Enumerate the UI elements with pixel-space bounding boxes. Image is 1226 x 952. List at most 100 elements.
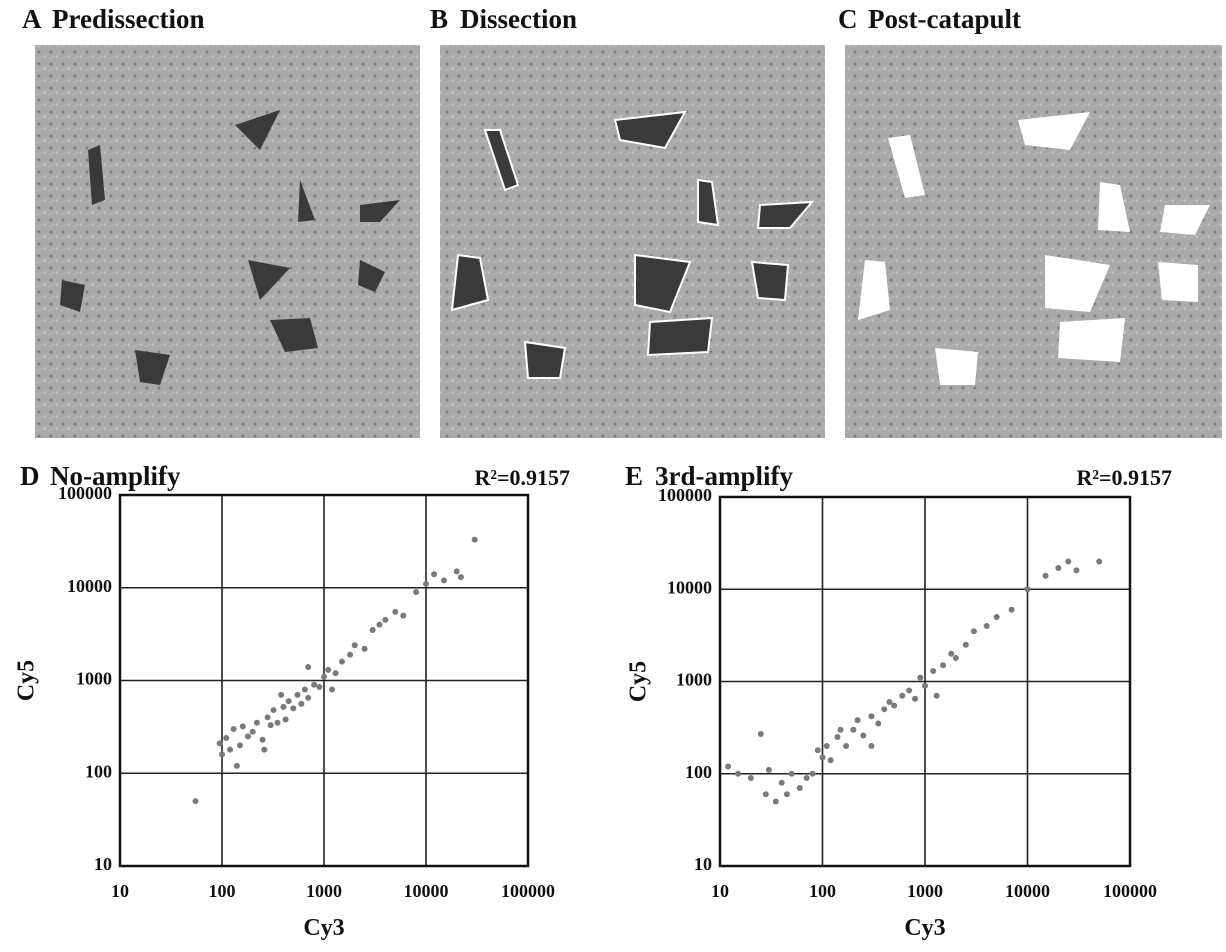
point <box>875 720 882 727</box>
point <box>933 692 940 699</box>
point <box>245 733 252 740</box>
point <box>301 686 308 693</box>
chart-title: 3rd-amplify <box>655 461 793 491</box>
point <box>983 622 990 629</box>
point <box>788 770 795 777</box>
point <box>772 798 779 805</box>
point <box>922 682 928 689</box>
point <box>735 770 742 777</box>
point <box>930 667 937 674</box>
point <box>843 742 850 749</box>
point <box>298 700 305 707</box>
point <box>886 698 893 705</box>
point <box>423 580 429 587</box>
point <box>290 705 297 712</box>
point <box>962 641 969 648</box>
point <box>274 719 281 726</box>
point <box>814 747 821 754</box>
point <box>440 577 447 584</box>
panel-title: Post-catapult <box>868 4 1021 34</box>
x-tick-label: 100000 <box>501 881 555 901</box>
point <box>1008 606 1015 613</box>
point <box>823 742 830 749</box>
point <box>940 662 947 669</box>
point <box>216 740 223 747</box>
point <box>1065 558 1072 565</box>
micrograph-b <box>440 45 825 438</box>
point <box>1042 572 1049 579</box>
point <box>400 612 407 619</box>
panel-label: D <box>20 461 40 491</box>
point <box>899 692 906 699</box>
point <box>267 722 274 729</box>
x-tick-label: 10 <box>111 881 129 901</box>
point <box>282 716 289 723</box>
y-tick-label: 100000 <box>58 483 112 503</box>
point <box>881 706 888 713</box>
x-tick-label: 100000 <box>1103 881 1157 901</box>
point <box>868 713 875 720</box>
point <box>230 725 237 732</box>
point <box>219 751 225 758</box>
point <box>280 703 287 710</box>
point <box>948 650 955 657</box>
point <box>1096 558 1103 565</box>
point <box>952 654 959 661</box>
panel-title: Dissection <box>460 4 577 34</box>
point <box>834 734 841 741</box>
point <box>778 779 785 786</box>
point <box>270 707 277 714</box>
panel-label: B <box>430 4 448 34</box>
point <box>305 663 312 670</box>
annotation: R²=0.9157 <box>474 465 570 490</box>
y-tick-label: 1000 <box>76 669 112 689</box>
y-tick-label: 100000 <box>658 485 712 505</box>
point <box>837 726 844 733</box>
point <box>765 766 772 773</box>
x-tick-label: 10000 <box>1005 881 1050 901</box>
point <box>249 728 256 735</box>
plot-frame <box>118 493 530 868</box>
point <box>912 695 919 702</box>
x-axis-label: Cy3 <box>303 915 344 941</box>
point <box>382 616 389 623</box>
point <box>783 791 790 798</box>
plot-frame <box>718 495 1132 868</box>
panel-label: C <box>838 4 858 34</box>
x-tick-label: 10 <box>711 881 729 901</box>
micrograph-a <box>35 45 420 438</box>
point <box>264 714 271 721</box>
panel-label: E <box>625 461 643 491</box>
point <box>803 774 810 781</box>
point <box>413 588 420 595</box>
annotation: R²=0.9157 <box>1076 465 1172 490</box>
point <box>392 608 399 615</box>
y-tick-label: 10 <box>694 854 712 874</box>
point <box>316 684 323 691</box>
point <box>325 666 332 673</box>
x-tick-label: 100 <box>809 881 836 901</box>
point <box>725 763 732 770</box>
point <box>819 754 826 761</box>
point <box>278 691 285 698</box>
point <box>906 687 913 694</box>
point <box>294 691 301 698</box>
point <box>1055 564 1062 571</box>
y-tick-label: 10000 <box>667 577 712 597</box>
point <box>376 621 383 628</box>
point <box>261 746 268 753</box>
point <box>1073 567 1080 574</box>
y-tick-label: 100 <box>685 762 712 782</box>
panel-title: Predissection <box>52 4 204 34</box>
point <box>192 798 199 805</box>
point <box>970 628 977 635</box>
point <box>993 614 1000 621</box>
point <box>471 536 478 543</box>
x-tick-label: 100 <box>209 881 236 901</box>
point <box>321 673 327 680</box>
point <box>236 742 243 749</box>
point <box>917 674 924 681</box>
point <box>1024 586 1031 593</box>
point <box>351 642 358 649</box>
